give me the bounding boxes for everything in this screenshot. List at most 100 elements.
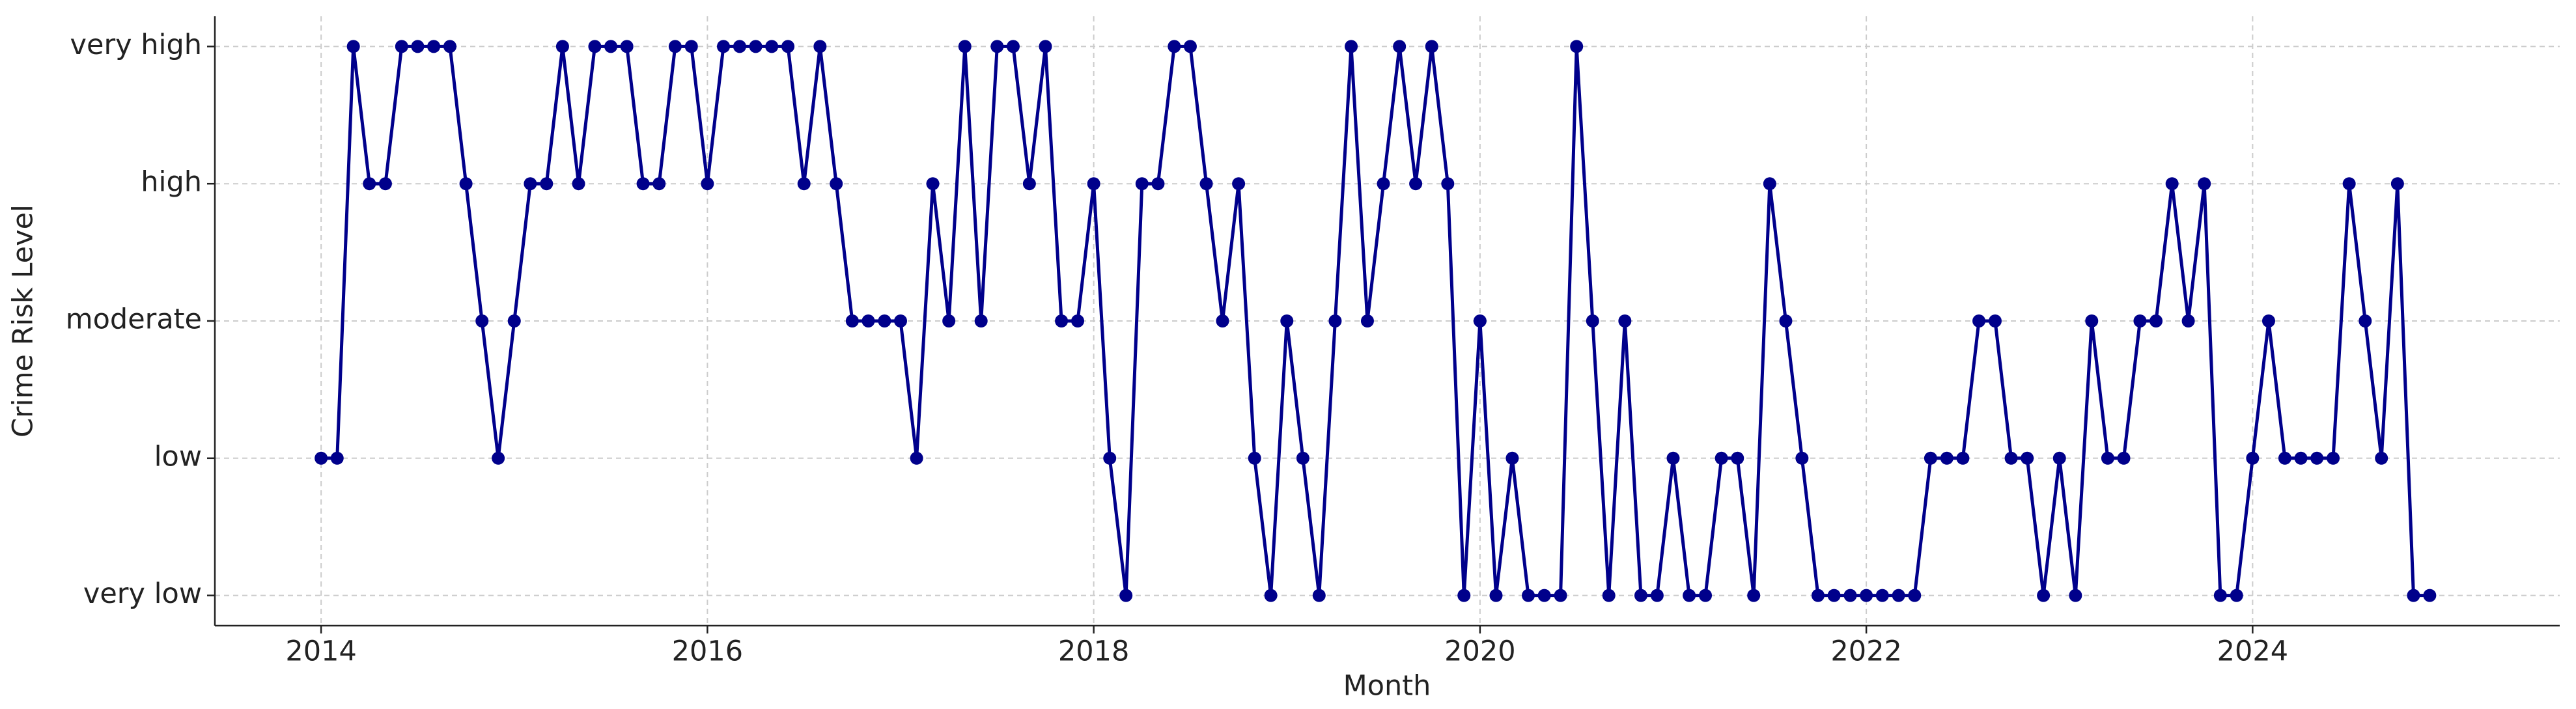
y-tick-label: very low <box>83 577 202 610</box>
point <box>330 451 344 465</box>
point <box>2069 589 2082 602</box>
point <box>813 40 827 53</box>
point <box>1377 177 1390 191</box>
x-axis-label: Month <box>1343 670 1431 702</box>
point <box>1988 314 2002 327</box>
point <box>1457 589 1471 602</box>
point <box>411 40 425 53</box>
point <box>540 177 553 191</box>
x-tick-label: 2018 <box>1058 635 1129 668</box>
point <box>620 40 634 53</box>
point <box>2021 451 2034 465</box>
point <box>717 40 731 53</box>
point <box>1296 451 1309 465</box>
point <box>1956 451 1970 465</box>
point <box>1666 451 1680 465</box>
point <box>2117 451 2131 465</box>
point <box>1779 314 1793 327</box>
point <box>990 40 1004 53</box>
point <box>2004 451 2018 465</box>
point <box>765 40 779 53</box>
point <box>395 40 408 53</box>
point <box>1795 451 1809 465</box>
point <box>830 177 843 191</box>
point <box>2198 177 2211 191</box>
point <box>2246 451 2260 465</box>
point <box>1409 177 1423 191</box>
point <box>1924 451 1937 465</box>
point <box>1811 589 1825 602</box>
point <box>2375 451 2388 465</box>
point <box>2101 451 2114 465</box>
point <box>1345 40 1358 53</box>
point <box>2359 314 2372 327</box>
point <box>749 40 763 53</box>
y-tick-label: low <box>154 440 202 473</box>
point <box>2149 314 2163 327</box>
y-tick-label: very high <box>70 29 202 61</box>
point <box>1892 589 1905 602</box>
y-axis-label: Crime Risk Level <box>7 204 40 438</box>
point <box>652 177 666 191</box>
point <box>1425 40 1438 53</box>
point <box>1216 314 1229 327</box>
point <box>1875 589 1889 602</box>
point <box>1248 451 1261 465</box>
y-tick-label: moderate <box>66 303 202 336</box>
point <box>475 314 489 327</box>
point <box>2342 177 2356 191</box>
point <box>572 177 585 191</box>
point <box>861 314 875 327</box>
point <box>926 177 940 191</box>
point <box>1586 314 1599 327</box>
point <box>1747 589 1761 602</box>
point <box>555 40 569 53</box>
point <box>878 314 891 327</box>
point <box>2294 451 2308 465</box>
point <box>2181 314 2195 327</box>
point <box>958 40 972 53</box>
point <box>1087 177 1100 191</box>
x-tick-label: 2016 <box>672 635 743 668</box>
point <box>2213 589 2227 602</box>
point <box>684 40 698 53</box>
point <box>1264 589 1278 602</box>
point <box>1522 589 1535 602</box>
point <box>1280 314 1294 327</box>
point <box>2037 589 2051 602</box>
point <box>1039 40 1052 53</box>
point <box>2230 589 2243 602</box>
point <box>1537 589 1551 602</box>
point <box>2052 451 2066 465</box>
x-tick-label: 2014 <box>285 635 356 668</box>
point <box>1731 451 1744 465</box>
point <box>1151 177 1165 191</box>
point <box>1360 314 1374 327</box>
point <box>2278 451 2291 465</box>
point <box>1699 589 1713 602</box>
point <box>1715 451 1728 465</box>
point <box>443 40 456 53</box>
point <box>894 314 908 327</box>
point <box>2390 177 2404 191</box>
point <box>1683 589 1696 602</box>
point <box>524 177 537 191</box>
point <box>2165 177 2179 191</box>
point <box>910 451 923 465</box>
point <box>781 40 795 53</box>
point <box>1843 589 1857 602</box>
point <box>1634 589 1647 602</box>
point <box>1135 177 1149 191</box>
point <box>1199 177 1213 191</box>
point <box>2423 589 2437 602</box>
point <box>427 40 441 53</box>
point <box>346 40 360 53</box>
point <box>1489 589 1503 602</box>
point <box>1055 314 1069 327</box>
point <box>797 177 811 191</box>
point <box>2133 314 2147 327</box>
point <box>604 40 618 53</box>
point <box>1232 177 1246 191</box>
point <box>1312 589 1326 602</box>
point <box>363 177 376 191</box>
